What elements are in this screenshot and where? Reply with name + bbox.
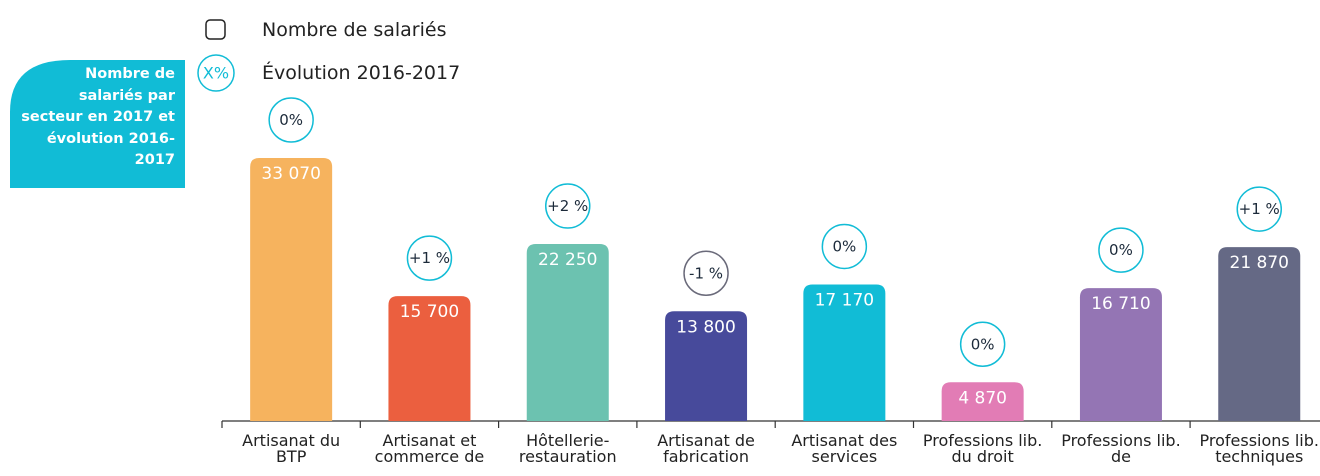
evolution-label: +2 % [547, 197, 588, 215]
x-tick-label: Artisanat du BTP [242, 431, 341, 466]
x-tick-label: Professions lib. du droit [922, 431, 1043, 466]
chart-title: Nombre de salariés par secteur en 2017 e… [21, 66, 175, 168]
evolution-circle [268, 97, 314, 143]
evolution-circle [1098, 227, 1144, 273]
bar [941, 382, 1024, 421]
evolution-circle [406, 235, 453, 281]
legend-circle [197, 54, 235, 92]
legend-label: Évolution 2016-2017 [262, 61, 460, 84]
x-tick-label: Professions lib. techniques [1199, 431, 1319, 466]
value-label: 13 800 [676, 317, 735, 337]
bar [665, 311, 748, 421]
evolution-label: +1 % [409, 249, 450, 267]
bar [1218, 247, 1301, 421]
evolution-label: 0% [971, 335, 995, 353]
x-tick-label: Artisanat et commerce de [374, 431, 485, 466]
x-tick-label: Artisanat de fabrication [657, 431, 755, 466]
evolution-circle [821, 223, 868, 270]
legend-label: Nombre de salariés [262, 19, 446, 41]
value-label: 17 170 [815, 290, 874, 310]
value-label: 33 070 [261, 164, 320, 184]
evolution-circle [959, 321, 1006, 368]
evolution-label: 0% [1109, 241, 1133, 259]
x-tick-label: Professions lib. de [1061, 431, 1181, 466]
bar [803, 284, 886, 421]
x-tick-label: Hôtellerie-restauration [518, 431, 617, 466]
bar [250, 158, 333, 421]
value-label: 15 700 [400, 302, 459, 322]
evolution-circle [545, 183, 591, 229]
x-tick-label: Artisanat des services [791, 431, 898, 466]
value-label: 4 870 [958, 388, 1007, 408]
evolution-label: 0% [279, 111, 303, 129]
evolution-label: 0% [832, 237, 856, 255]
value-label: 16 710 [1091, 294, 1150, 314]
evolution-circle [1236, 186, 1282, 232]
evolution-label: -1 % [689, 264, 723, 282]
bar [526, 244, 609, 421]
title-tab [10, 60, 185, 188]
value-label: 21 870 [1230, 253, 1289, 273]
legend-box [205, 19, 226, 40]
bar [388, 296, 471, 421]
evolution-label: +1 % [1239, 200, 1280, 218]
value-label: 22 250 [538, 250, 597, 270]
legend-icon: X% [203, 64, 229, 83]
bar [1079, 288, 1162, 421]
evolution-circle [683, 250, 729, 297]
